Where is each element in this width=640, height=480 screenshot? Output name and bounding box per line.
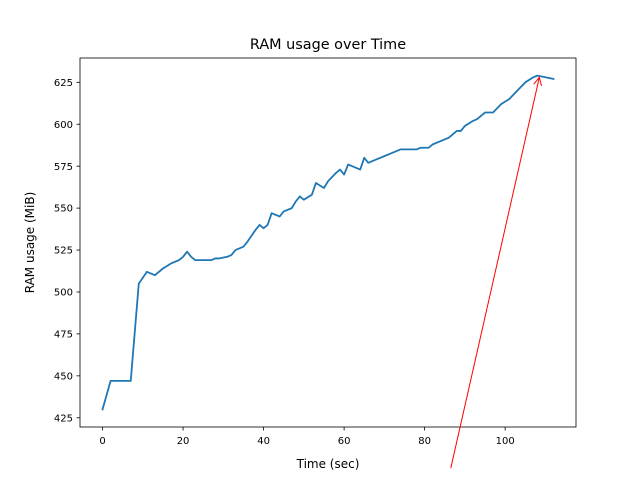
x-axis-label: Time (sec) [296,457,360,471]
y-axis-label: RAM usage (MiB) [23,192,37,294]
y-tick-label: 450 [54,371,73,382]
x-tick-label: 80 [418,436,431,447]
plot-frame [79,57,577,428]
y-tick-label: 525 [54,246,73,257]
y-tick-label: 425 [54,413,73,424]
y-tick-label: 600 [54,120,73,131]
x-tick-label: 60 [338,436,351,447]
x-tick-label: 40 [257,436,270,447]
y-tick-label: 500 [54,288,73,299]
y-tick-label: 475 [54,330,73,341]
y-axis-ticks: 425 450 475 500 525 550 575 600 625 [54,78,80,424]
y-tick-label: 625 [54,78,73,89]
y-tick-label: 550 [54,204,73,215]
x-tick-label: 100 [496,436,515,447]
chart-title: RAM usage over Time [250,37,406,53]
x-tick-label: 0 [99,436,105,447]
y-tick-label: 575 [54,162,73,173]
annotation-arrow [450,77,540,469]
x-axis-ticks: 0 20 40 60 80 100 [99,427,515,447]
series-line [101,74,555,411]
x-tick-label: 20 [177,436,190,447]
